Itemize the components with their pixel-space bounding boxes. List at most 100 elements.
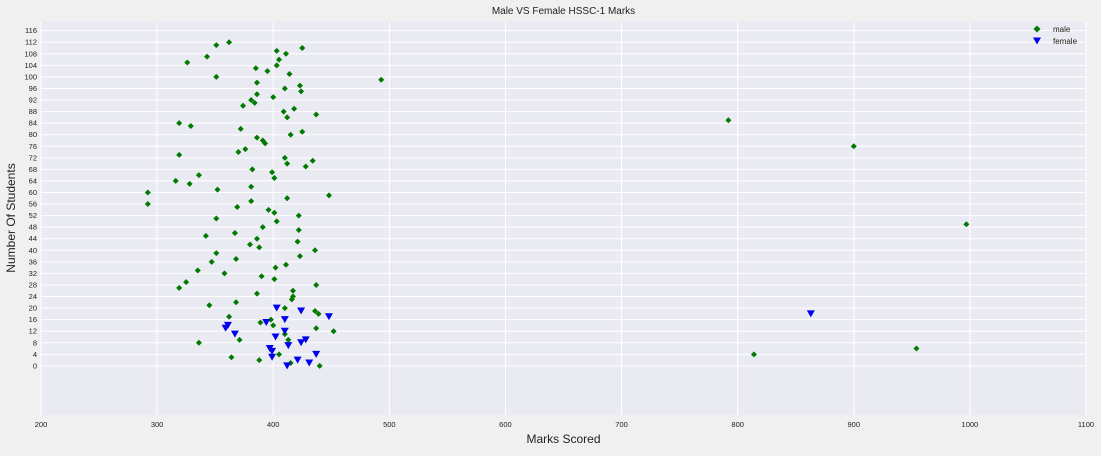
y-tick-label: 72: [29, 153, 37, 162]
male-point: [750, 351, 757, 358]
male-point: [204, 53, 211, 60]
x-tick-label: 700: [615, 420, 628, 429]
male-point: [299, 128, 306, 135]
female-point: [223, 321, 232, 329]
y-tick-label: 116: [25, 26, 37, 35]
male-point: [194, 267, 201, 274]
series-female: [221, 304, 815, 370]
male-point: [271, 175, 278, 182]
male-point: [176, 120, 183, 127]
male-point: [282, 50, 289, 57]
male-point: [291, 105, 298, 112]
male-point: [176, 151, 183, 158]
y-tick-label: 60: [29, 188, 37, 197]
male-point: [231, 229, 238, 236]
x-axis-label: Marks Scored: [526, 432, 600, 446]
male-point: [195, 339, 202, 346]
male-point: [183, 279, 190, 286]
female-point: [262, 319, 271, 327]
male-point: [256, 357, 263, 364]
male-point: [273, 218, 280, 225]
male-point: [253, 134, 260, 141]
male-point: [184, 59, 191, 66]
male-point: [213, 250, 220, 257]
male-point: [313, 325, 320, 332]
male-point: [206, 302, 213, 309]
male-point: [963, 221, 970, 228]
male-point: [226, 39, 233, 46]
male-point: [234, 203, 241, 210]
male-point: [264, 68, 271, 75]
male-point: [850, 143, 857, 150]
male-point: [187, 123, 194, 130]
male-point: [298, 88, 305, 95]
y-tick-label: 0: [33, 361, 37, 370]
male-point: [195, 172, 202, 179]
male-point: [237, 125, 244, 132]
y-tick-label: 16: [29, 315, 37, 324]
male-point: [309, 157, 316, 164]
y-axis-label: Number Of Students: [4, 163, 18, 272]
male-point: [276, 351, 283, 358]
x-tick-label: 300: [151, 420, 164, 429]
male-point: [186, 180, 193, 187]
chart-title: Male VS Female HSSC-1 Marks: [492, 6, 635, 17]
male-point: [289, 287, 296, 294]
male-point: [253, 290, 260, 297]
male-point: [258, 273, 265, 280]
male-point: [228, 354, 235, 361]
male-point: [315, 310, 322, 317]
male-point: [253, 235, 260, 242]
male-point: [295, 212, 302, 219]
male-point: [259, 224, 266, 231]
male-point: [248, 97, 255, 104]
x-tick-label: 500: [383, 420, 396, 429]
y-tick-label: 24: [29, 292, 37, 301]
legend-female-marker: [1033, 37, 1041, 45]
male-point: [285, 336, 292, 343]
male-point: [276, 56, 283, 63]
male-point: [242, 146, 249, 153]
male-point: [284, 114, 291, 121]
x-tick-label: 900: [848, 420, 861, 429]
male-point: [284, 195, 291, 202]
female-point: [297, 307, 306, 315]
male-point: [233, 255, 240, 262]
y-tick-label: 88: [29, 107, 37, 116]
male-point: [233, 299, 240, 306]
male-point: [271, 209, 278, 216]
male-point: [296, 82, 303, 89]
male-point: [295, 227, 302, 234]
male-point: [316, 362, 323, 369]
male-point: [281, 154, 288, 161]
y-tick-label: 80: [29, 130, 37, 139]
x-tick-label: 1000: [962, 420, 979, 429]
y-tick-label: 100: [24, 72, 37, 81]
male-point: [270, 94, 277, 101]
gridlines: [40, 22, 1087, 415]
female-point: [268, 353, 277, 361]
plot-area: [41, 22, 1086, 415]
male-point: [270, 322, 277, 329]
male-point: [259, 137, 266, 144]
legend-male-label: male: [1053, 25, 1071, 34]
y-tick-labels: 0481216202428323640444852566064687276808…: [24, 26, 37, 370]
male-point: [253, 91, 260, 98]
male-point: [284, 160, 291, 167]
male-point: [378, 76, 385, 83]
y-tick-label: 96: [29, 84, 37, 93]
male-point: [289, 293, 296, 300]
male-point: [256, 244, 263, 251]
female-point: [806, 310, 815, 318]
male-point: [249, 166, 256, 173]
male-point: [226, 313, 233, 320]
y-tick-label: 84: [29, 119, 37, 128]
y-tick-label: 64: [29, 176, 37, 185]
male-point: [213, 42, 220, 49]
x-tick-label: 1100: [1078, 420, 1094, 429]
female-point: [284, 342, 293, 350]
male-point: [312, 247, 319, 254]
y-tick-label: 4: [33, 350, 37, 359]
y-tick-label: 56: [29, 200, 37, 209]
